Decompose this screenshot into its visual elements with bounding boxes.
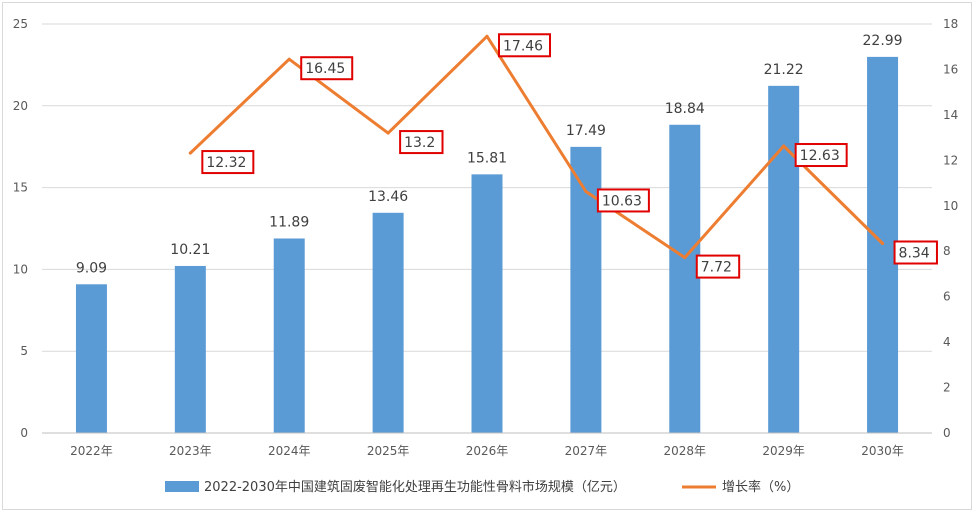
bar-value-label: 21.22 bbox=[764, 62, 804, 78]
data-labels: 9.09 10.21 11.89 13.46 15.81 17.49 18.84 21.22 2… bbox=[76, 33, 938, 279]
x-axis-tick-label: 2022年 bbox=[70, 444, 113, 458]
growth-rate-label: 12.32 bbox=[206, 155, 246, 171]
right-axis-tick-label: 6 bbox=[943, 290, 951, 304]
line-point bbox=[386, 131, 390, 135]
line-point bbox=[485, 34, 489, 38]
x-axis-tick-label: 2029年 bbox=[762, 444, 805, 458]
x-axis-tick-label: 2027年 bbox=[565, 444, 608, 458]
growth-label-box bbox=[794, 143, 848, 168]
legend-line-label: 增长率（%） bbox=[722, 479, 799, 495]
bar bbox=[669, 124, 701, 434]
bar bbox=[174, 265, 206, 433]
growth-label-box bbox=[596, 188, 650, 213]
line-point bbox=[584, 189, 588, 193]
growth-rate-label: 10.63 bbox=[602, 193, 642, 209]
x-axis-tick-label: 2025年 bbox=[367, 444, 410, 458]
legend-bar-label: 2022-2030年中国建筑固废智能化处理再生功能性骨料市场规模（亿元） bbox=[204, 479, 626, 495]
bar bbox=[372, 212, 404, 433]
legend-bar-swatch bbox=[165, 481, 199, 492]
right-axis-tick-label: 14 bbox=[943, 108, 958, 122]
right-axis-tick-label: 16 bbox=[943, 62, 958, 76]
right-axis-tick-label: 8 bbox=[943, 244, 951, 258]
bar-value-label: 18.84 bbox=[665, 101, 705, 117]
bar bbox=[768, 85, 800, 434]
bar bbox=[273, 238, 305, 433]
bar-value-label: 17.49 bbox=[566, 123, 606, 139]
growth-rate-label: 13.2 bbox=[404, 135, 435, 151]
left-axis-tick-label: 0 bbox=[20, 426, 28, 440]
growth-rate-label: 16.45 bbox=[305, 61, 345, 77]
growth-rate-label: 8.34 bbox=[899, 245, 930, 261]
x-axis-tick-label: 2026年 bbox=[466, 444, 509, 458]
growth-label-box bbox=[201, 150, 255, 175]
bar bbox=[75, 284, 107, 433]
growth-label-box bbox=[498, 33, 551, 58]
growth-label-box bbox=[300, 56, 354, 81]
bar-value-label: 9.09 bbox=[76, 260, 107, 276]
growth-label-box bbox=[893, 240, 938, 265]
legend: 2022-2030年中国建筑固废智能化处理再生功能性骨料市场规模（亿元） 增长率（… bbox=[165, 479, 799, 495]
right-axis-tick-label: 4 bbox=[943, 335, 951, 349]
line-point bbox=[881, 241, 885, 245]
bar-value-label: 15.81 bbox=[467, 150, 507, 166]
line-point bbox=[782, 144, 786, 148]
bar-series bbox=[75, 56, 899, 434]
bar-value-label: 11.89 bbox=[269, 214, 309, 230]
axes: 0 5 10 15 20 25 0 2 4 6 8 10 12 14 16 18 2022年 2023年 2024年… bbox=[13, 17, 959, 458]
x-axis-tick-label: 2023年 bbox=[169, 444, 212, 458]
left-axis-tick-label: 5 bbox=[20, 344, 28, 358]
left-axis-tick-label: 25 bbox=[13, 17, 28, 31]
growth-rate-label: 17.46 bbox=[503, 38, 543, 54]
left-axis-tick-label: 15 bbox=[13, 181, 28, 195]
x-axis-tick-label: 2024年 bbox=[268, 444, 311, 458]
line-point bbox=[188, 151, 192, 155]
growth-rate-label: 12.63 bbox=[800, 148, 840, 164]
right-axis-tick-label: 10 bbox=[943, 199, 958, 213]
right-axis-tick-label: 2 bbox=[943, 381, 951, 395]
bar-value-label: 10.21 bbox=[170, 242, 210, 258]
bar-value-label: 22.99 bbox=[863, 33, 903, 49]
bar bbox=[570, 146, 602, 434]
left-axis-tick-label: 10 bbox=[13, 262, 28, 276]
line-point bbox=[287, 57, 291, 61]
left-axis-tick-label: 20 bbox=[13, 99, 28, 113]
right-axis-tick-label: 12 bbox=[943, 153, 958, 167]
bar bbox=[471, 174, 503, 434]
x-axis-tick-label: 2030年 bbox=[861, 444, 904, 458]
right-axis-tick-label: 0 bbox=[943, 426, 951, 440]
bar-value-label: 13.46 bbox=[368, 189, 408, 205]
line-point bbox=[683, 256, 687, 260]
x-axis-tick-label: 2028年 bbox=[664, 444, 707, 458]
growth-rate-label: 7.72 bbox=[701, 260, 732, 276]
growth-label-box bbox=[399, 130, 444, 155]
growth-label-box bbox=[695, 254, 741, 279]
right-axis-tick-label: 18 bbox=[943, 17, 958, 31]
